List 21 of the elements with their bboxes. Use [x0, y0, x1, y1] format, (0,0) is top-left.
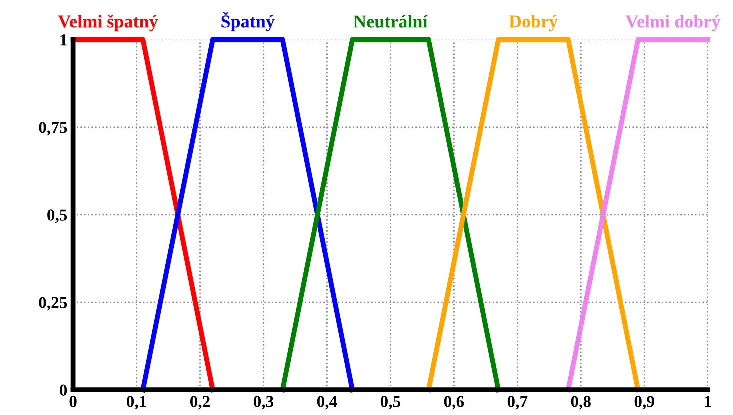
- y-tick-label: 0,25: [39, 297, 68, 311]
- y-tick-label: 0,5: [48, 210, 68, 224]
- x-tick-label: 0,9: [634, 396, 654, 410]
- y-tick-label: 0: [60, 384, 68, 396]
- y-tick-label: 0,75: [39, 122, 68, 136]
- x-tick-label: 0,2: [190, 396, 210, 410]
- x-tick-label: 0,3: [254, 396, 274, 410]
- x-tick-label: 0,5: [380, 396, 400, 410]
- x-tick-label: 0,1: [126, 396, 146, 410]
- y-tick-label: 1: [60, 34, 67, 46]
- x-tick-label: 0,7: [508, 396, 528, 410]
- series-label: Velmi dobrý: [626, 15, 721, 32]
- series-label: Neutrální: [354, 15, 428, 28]
- x-tick-label: 0,8: [571, 396, 591, 410]
- x-tick-label: 1: [705, 396, 712, 408]
- x-tick-label: 0: [70, 396, 77, 408]
- x-tick-label: 0,4: [317, 396, 338, 410]
- x-tick-label: 0,6: [444, 396, 464, 410]
- series-label: Dobrý: [509, 15, 558, 32]
- series-label: Špatný: [222, 12, 275, 32]
- series-label: Velmi špatný: [58, 14, 158, 32]
